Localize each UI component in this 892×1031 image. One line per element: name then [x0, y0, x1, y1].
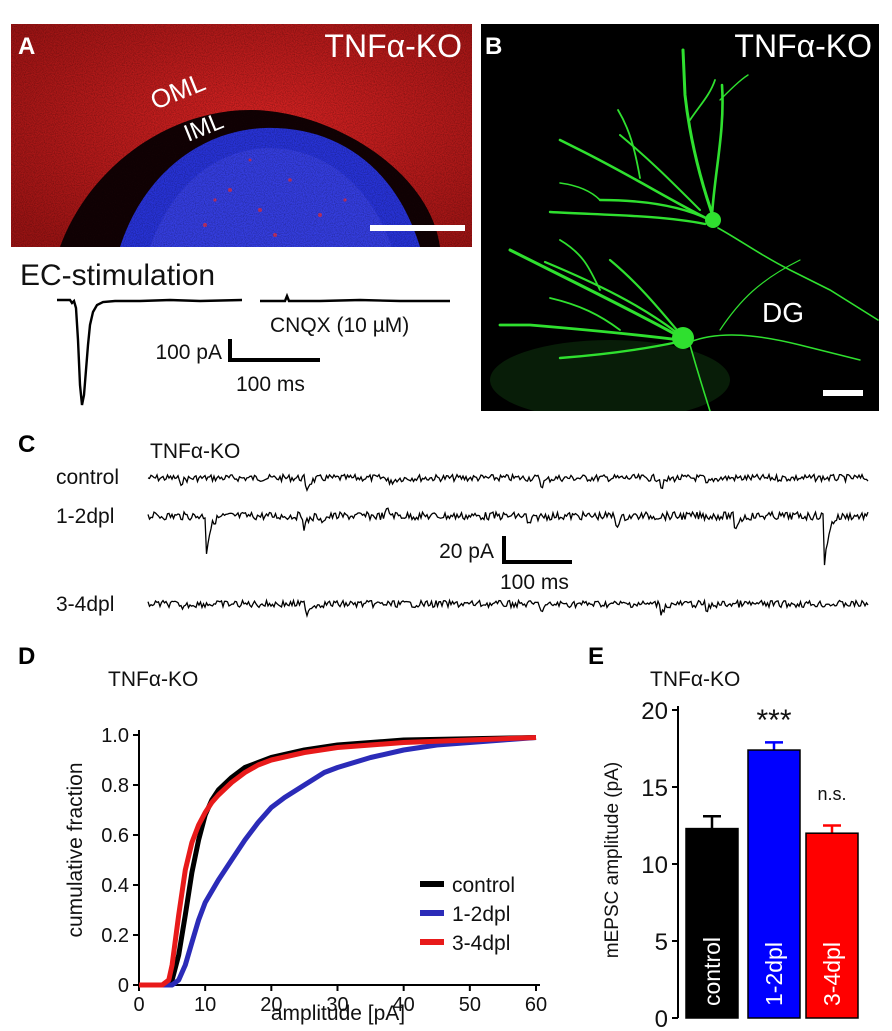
- panel-c-letter: C: [18, 431, 35, 458]
- panel-e-letter: E: [588, 643, 604, 670]
- legend-label-1-2dpl: 1-2dpl: [452, 903, 510, 926]
- ec-evoked-trace: [57, 298, 243, 406]
- bar-label-control: control: [699, 937, 725, 1006]
- panel-e-y-tick-label: 10: [641, 852, 668, 879]
- panel-e-y-tick-label: 20: [641, 698, 668, 725]
- panel-b-scale-bar: [823, 390, 863, 396]
- bar-label-3-4dpl: 3-4dpl: [819, 942, 845, 1006]
- panel-e-y-tick-label: 5: [655, 929, 668, 956]
- panel-e-y-tick-label: 0: [655, 1006, 668, 1031]
- panel-d-x-tick-label: 60: [525, 994, 547, 1016]
- panel-c-traces: [147, 472, 869, 619]
- panel-a-scale-current: 100 pA: [155, 341, 222, 364]
- panel-d-y-tick-label: 1.0: [101, 725, 129, 747]
- panel-d-letter: D: [18, 643, 35, 670]
- legend-label-control: control: [452, 874, 515, 897]
- legend-label-3-4dpl: 3-4dpl: [452, 932, 510, 955]
- panel-d-x-tick-label: 20: [260, 994, 282, 1016]
- panel-a-time-scale-bar: [232, 358, 320, 362]
- panel-c-time-scale-bar: [506, 560, 572, 564]
- panel-a-current-scale-bar: [228, 339, 232, 362]
- panel-a-genotype: TNFα-KO: [324, 28, 462, 64]
- mepsc-trace-control: [147, 472, 869, 492]
- panel-e-chart: 0 5 10 15 20 control 1-2dpl 3-4dpl *** n.s.: [641, 698, 859, 1031]
- cnqx-trace: [260, 292, 450, 303]
- panel-c-scale-time: 100 ms: [500, 571, 569, 594]
- panel-d-y-tick-label: 0.8: [101, 775, 129, 797]
- panel-e-y-tick-label: 15: [641, 775, 668, 802]
- mepsc-trace-1-2dpl: [147, 507, 869, 566]
- panel-a-letter: A: [18, 33, 35, 60]
- panel-c-row-label-3-4dpl: 3-4dpl: [56, 593, 114, 616]
- panel-c-row-label-1-2dpl: 1-2dpl: [56, 505, 114, 528]
- neuron-lower-dendrites: [498, 239, 861, 411]
- panel-d-y-tick-label: 0.4: [101, 875, 129, 897]
- significance-marker-1-2dpl: ***: [756, 704, 791, 737]
- ec-stimulation-label: EC-stimulation: [20, 259, 215, 292]
- bar-control: [685, 827, 739, 1019]
- bar-1-2dpl: [747, 749, 801, 1019]
- panel-d-x-tick-label: 50: [459, 994, 481, 1016]
- panel-b-letter: B: [485, 33, 502, 60]
- panel-c-genotype: TNFα-KO: [150, 440, 240, 463]
- cnqx-label: CNQX (10 µM): [270, 314, 409, 337]
- panel-d-x-tick-label: 10: [194, 994, 216, 1016]
- panel-d-y-tick-label: 0.2: [101, 925, 129, 947]
- panel-c-current-scale-bar: [502, 536, 506, 564]
- panel-b-micrograph: [481, 24, 879, 411]
- panel-a-scale-bar: [370, 225, 465, 231]
- neuron-upper-dendrites: [548, 48, 879, 321]
- region-label-dg: DG: [762, 297, 804, 328]
- panel-d-y-tick-label: 0.6: [101, 825, 129, 847]
- panel-c-scale-current: 20 pA: [439, 540, 494, 563]
- panel-a-micrograph: [11, 24, 472, 247]
- panel-d-chart: 0 0.2 0.4 0.6 0.8 1.0 0 10 20 30 40 50 60 control 1-2d…: [101, 725, 547, 1016]
- panel-d-x-tick-label: 40: [393, 994, 415, 1016]
- panel-a-scale-time: 100 ms: [236, 373, 305, 396]
- bar-3-4dpl: [805, 832, 859, 1019]
- mepsc-trace-3-4dpl: [147, 598, 869, 619]
- bar-label-1-2dpl: 1-2dpl: [761, 942, 787, 1006]
- panel-d-y-tick-label: 0: [118, 975, 129, 997]
- significance-marker-3-4dpl: n.s.: [817, 784, 846, 804]
- panel-b-genotype: TNFα-KO: [734, 28, 872, 64]
- panel-d-x-tick-label: 0: [133, 994, 144, 1016]
- panel-d-y-axis-label: cumulative fraction: [64, 762, 87, 937]
- cdf-line-1-2dpl: [139, 735, 537, 988]
- panel-c-row-label-control: control: [56, 466, 119, 489]
- panel-e-y-axis-label: mEPSC amplitude (pA): [602, 762, 623, 958]
- panel-e-genotype: TNFα-KO: [650, 668, 740, 691]
- panel-d-genotype: TNFα-KO: [108, 668, 198, 691]
- cdf-line-3-4dpl: [139, 735, 537, 988]
- panel-d-x-tick-label: 30: [326, 994, 348, 1016]
- panel-d-x-axis-label: amplitude [pA]: [271, 1002, 405, 1025]
